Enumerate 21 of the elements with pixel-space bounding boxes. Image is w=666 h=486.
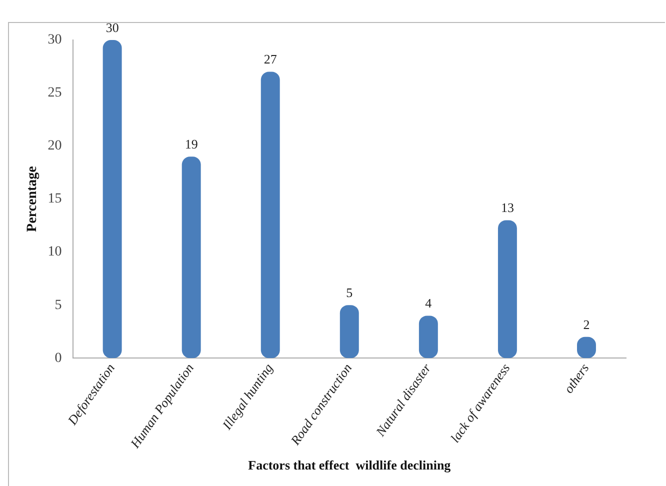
- y-tick-label: 20: [48, 138, 62, 154]
- bar: [182, 156, 201, 358]
- y-tick-label: 15: [48, 192, 62, 207]
- bar: [498, 220, 517, 358]
- y-tick-label: 30: [48, 32, 62, 48]
- data-label: 19: [184, 136, 198, 152]
- data-label: 4: [425, 296, 432, 311]
- data-label: 13: [500, 200, 514, 216]
- y-tick-label: 0: [54, 350, 62, 366]
- y-axis-title: Percentage: [25, 166, 40, 232]
- y-tick-label: 25: [48, 86, 62, 101]
- y-tick-label: 10: [48, 244, 62, 260]
- data-label: 30: [106, 20, 119, 35]
- data-label: 5: [346, 285, 353, 300]
- x-axis-title: Factors that effect wildlife declining: [248, 458, 452, 473]
- bar: [260, 72, 280, 358]
- bar: [340, 305, 359, 358]
- y-tick-label: 5: [54, 298, 62, 313]
- data-label: 2: [583, 316, 590, 332]
- bar: [102, 40, 122, 358]
- data-label: 27: [264, 52, 278, 67]
